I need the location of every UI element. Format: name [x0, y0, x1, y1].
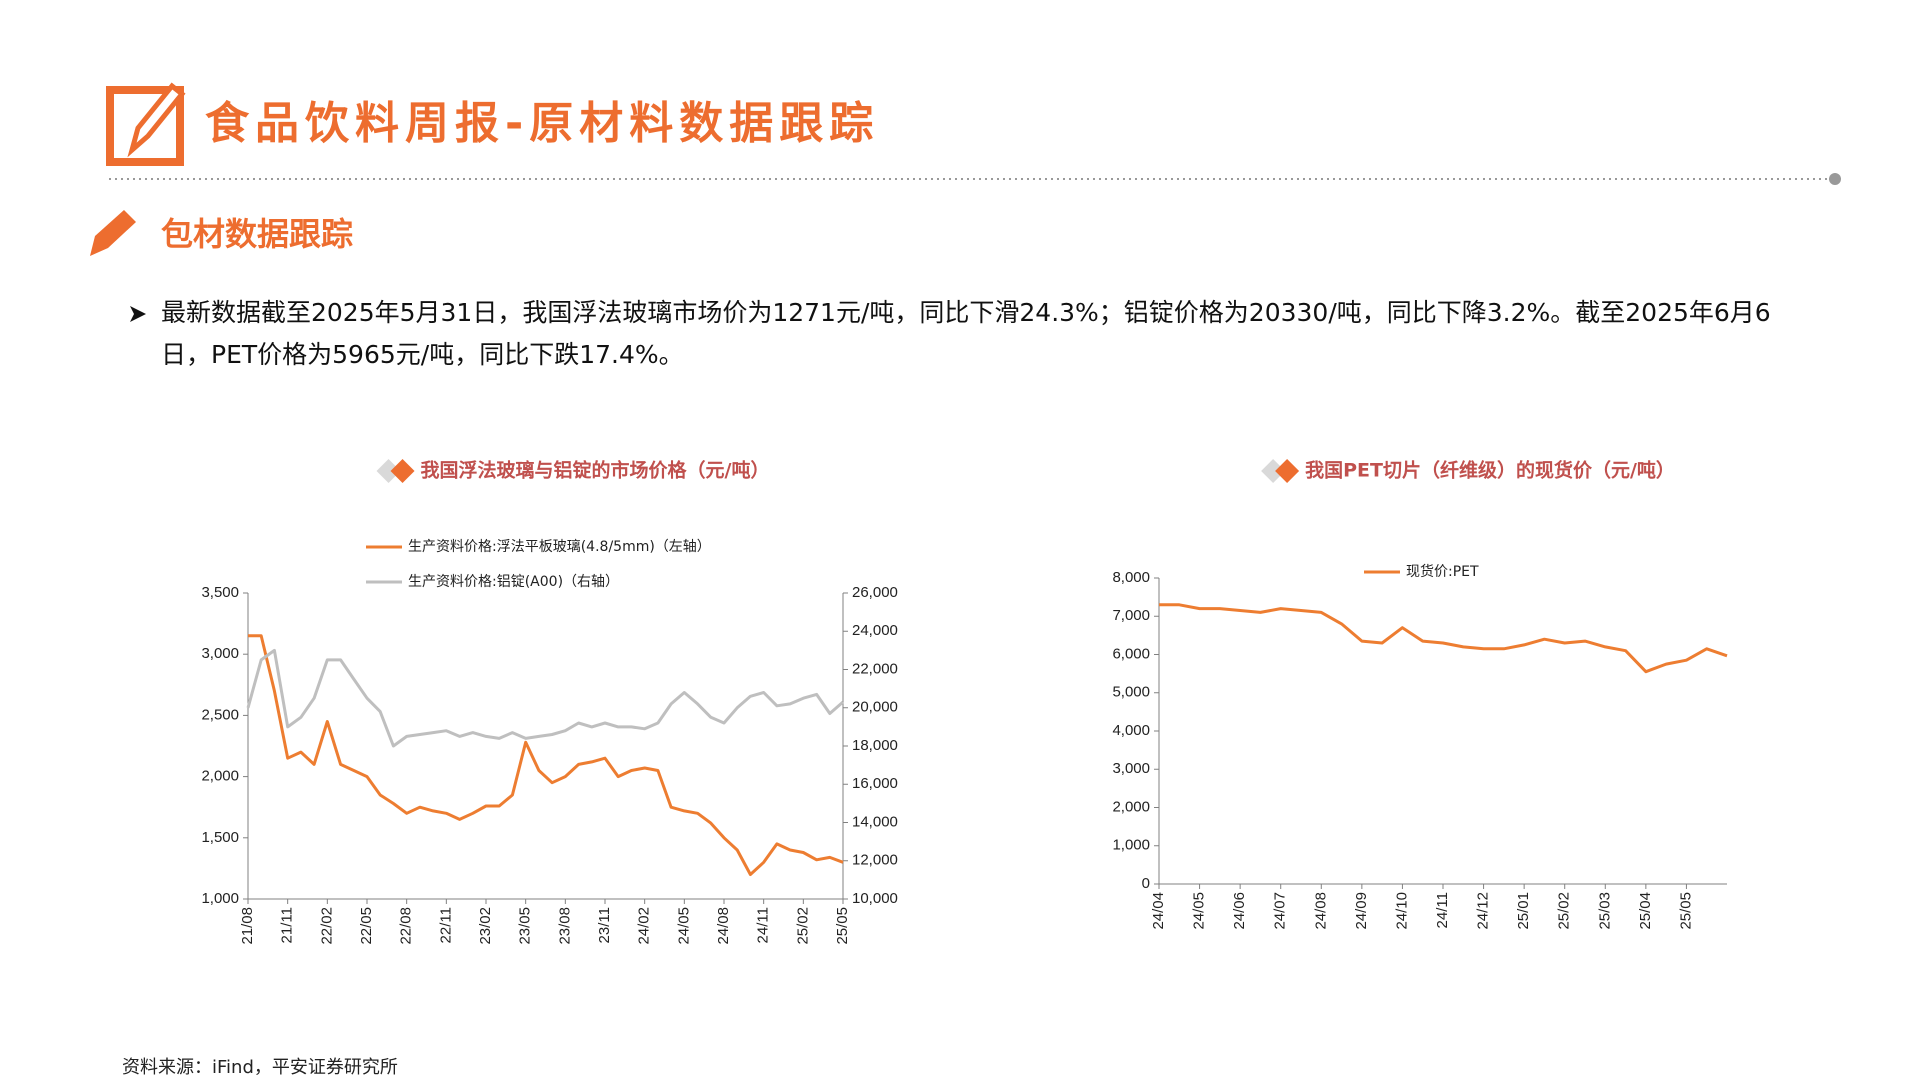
y2-tick-label: 26,000 [852, 584, 898, 601]
x-tick-label: 24/08 [715, 907, 732, 945]
y2-tick-label: 18,000 [852, 737, 898, 754]
x-tick-label: 24/06 [1231, 892, 1248, 930]
y-tick-label: 1,000 [1112, 837, 1150, 854]
x-tick-label: 25/02 [794, 907, 811, 945]
title-diamond [390, 459, 415, 483]
header-pencil [127, 82, 186, 158]
x-tick-label: 23/02 [477, 907, 494, 945]
y-tick-label: 0 [1142, 875, 1150, 892]
y-tick-label: 2,000 [1112, 798, 1150, 815]
y-tick-label: 5,000 [1112, 684, 1150, 701]
x-tick-label: 24/02 [636, 907, 653, 945]
series-line [248, 634, 844, 876]
y-tick-label: 1,000 [201, 890, 239, 907]
x-tick-label: 22/11 [437, 907, 454, 943]
y-tick-label: 8,000 [1112, 569, 1150, 586]
y-tick-label: 2,500 [201, 706, 239, 723]
header-title: 食品饮料周报-原材料数据跟踪 [205, 98, 879, 149]
x-tick-label: 21/11 [279, 907, 296, 943]
x-tick-label: 25/02 [1556, 892, 1573, 930]
title-diamond [376, 459, 401, 483]
x-tick-label: 21/08 [239, 907, 256, 945]
x-tick-label: 23/05 [517, 907, 534, 945]
y-tick-label: 6,000 [1112, 645, 1150, 662]
x-tick-label: 25/04 [1637, 892, 1654, 930]
y-tick-label: 1,500 [201, 829, 239, 846]
x-tick-label: 24/10 [1393, 892, 1410, 930]
source-note: 资料来源：iFind，平安证券研究所 [122, 1057, 398, 1078]
x-tick-label: 22/02 [318, 907, 335, 945]
x-tick-label: 24/08 [1312, 892, 1329, 930]
title-diamond [1261, 459, 1286, 483]
section-pencil [90, 210, 136, 256]
x-tick-label: 24/09 [1353, 892, 1370, 930]
x-tick-label: 24/05 [1191, 892, 1208, 930]
y2-tick-label: 24,000 [852, 622, 898, 639]
x-tick-label: 24/05 [675, 907, 692, 945]
y-tick-label: 4,000 [1112, 722, 1150, 739]
y-tick-label: 3,000 [201, 645, 239, 662]
chart-title: 我国浮法玻璃与铝锭的市场价格（元/吨） [421, 459, 770, 482]
y2-tick-label: 22,000 [852, 660, 898, 677]
y2-tick-label: 12,000 [852, 852, 898, 869]
x-tick-label: 24/11 [1434, 892, 1451, 928]
series-line [1159, 603, 1728, 674]
y2-tick-label: 10,000 [852, 890, 898, 907]
x-tick-label: 25/05 [834, 907, 851, 945]
series-line [246, 648, 844, 748]
y-tick-label: 2,000 [201, 768, 239, 785]
x-tick-label: 23/11 [596, 907, 613, 943]
y2-tick-label: 14,000 [852, 813, 898, 830]
legend-label: 现货价:PET [1406, 563, 1479, 580]
x-tick-label: 24/11 [755, 907, 772, 943]
y-tick-label: 3,500 [201, 584, 239, 601]
y2-tick-label: 16,000 [852, 775, 898, 792]
chart-title: 我国PET切片（纤维级）的现货价（元/吨） [1305, 459, 1675, 482]
y2-tick-label: 20,000 [852, 699, 898, 716]
x-tick-label: 25/01 [1515, 892, 1532, 930]
legend-label: 生产资料价格:浮法平板玻璃(4.8/5mm)（左轴） [408, 538, 711, 555]
x-tick-label: 24/07 [1272, 892, 1289, 930]
x-tick-label: 23/08 [556, 907, 573, 945]
legend-label: 生产资料价格:铝锭(A00)（右轴） [408, 574, 619, 590]
divider-dot [1829, 173, 1841, 185]
header-icon [106, 86, 184, 166]
x-tick-label: 22/08 [398, 907, 415, 945]
x-tick-label: 25/05 [1677, 892, 1694, 930]
y-tick-label: 7,000 [1112, 607, 1150, 624]
x-tick-label: 25/03 [1596, 892, 1613, 930]
x-tick-label: 22/05 [358, 907, 375, 945]
y-tick-label: 3,000 [1112, 760, 1150, 777]
x-tick-label: 24/12 [1475, 892, 1492, 930]
x-tick-label: 24/04 [1150, 892, 1167, 930]
section-title: 包材数据跟踪 [161, 215, 353, 253]
title-diamond [1275, 459, 1300, 483]
bullet-arrow [130, 306, 146, 322]
bullet-text: 最新数据截至2025年5月31日，我国浮法玻璃市场价为1271元/吨，同比下滑2… [161, 298, 1771, 369]
